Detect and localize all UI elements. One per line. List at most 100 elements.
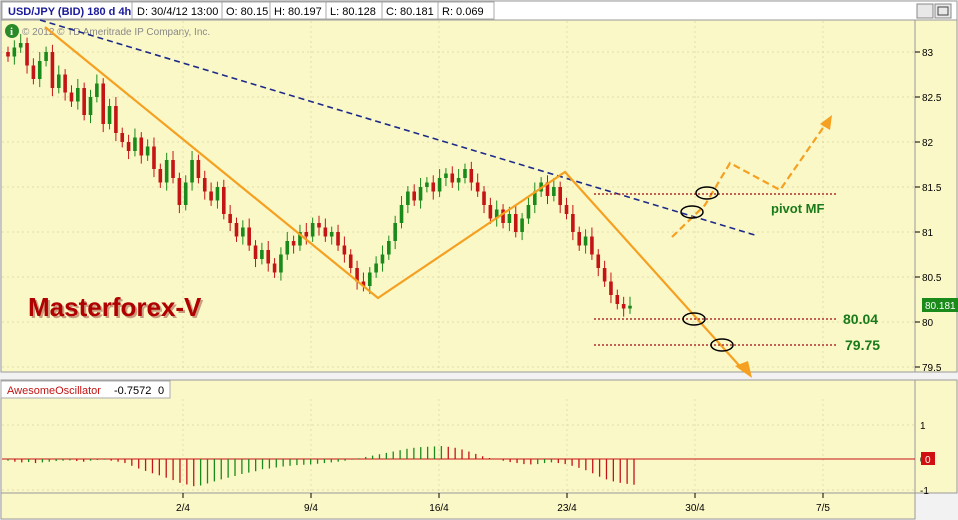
candle-body [126, 142, 131, 151]
price-tick-label: 80.5 [922, 273, 942, 284]
candle-body [342, 245, 347, 255]
candle-body [488, 205, 493, 219]
level-pivot-label: pivot MF [771, 201, 824, 216]
candle-body [69, 92, 74, 102]
oscillator-header [0, 380, 171, 399]
candle-body [406, 191, 410, 205]
time-tick-label: 16/4 [429, 503, 449, 514]
candle-body [393, 223, 397, 241]
candle-body [602, 268, 607, 282]
candle-body [355, 268, 359, 282]
candle-body [444, 173, 448, 178]
oscillator-zero-badge-text: 0 [925, 455, 931, 466]
candles [6, 34, 632, 317]
candle-body [285, 241, 290, 255]
orange-projection-arrowhead [820, 115, 832, 130]
high-field: H: 80.197 [274, 6, 322, 18]
marker-ellipse [680, 205, 704, 219]
candle-body [513, 214, 518, 232]
candle-body [298, 232, 302, 246]
price-tick-label: 82.5 [922, 93, 942, 104]
oscillator-zero: 0 [158, 385, 164, 397]
dashed-trendline [39, 19, 759, 237]
open-field: O: 80.15 [226, 6, 268, 18]
candle-body [615, 295, 620, 304]
candle-body [520, 218, 524, 232]
price-tick-label: 79.5 [922, 363, 942, 374]
candle-body [202, 178, 207, 192]
candle-body [18, 43, 23, 48]
low-field: L: 80.128 [330, 6, 376, 18]
candle-body [577, 232, 582, 246]
candle-body [399, 205, 404, 223]
price-grid [2, 21, 915, 371]
candle-body [450, 173, 455, 183]
candle-body [234, 223, 239, 237]
price-tick-label: 81 [922, 228, 934, 239]
level-80-04-label: 80.04 [843, 311, 878, 327]
price-panel [0, 19, 916, 373]
candle-body [120, 133, 125, 142]
candle-body [114, 106, 118, 133]
candle-body [139, 137, 144, 156]
osc-tick-label: 1 [920, 421, 926, 432]
price-tick-label: 80 [922, 318, 934, 329]
candle-body [221, 187, 226, 214]
candle-body [196, 160, 201, 178]
candle-body [475, 182, 480, 192]
candle-body [76, 88, 80, 102]
candle-body [272, 263, 277, 273]
date-field: D: 30/4/12 13:00 [137, 6, 218, 18]
candle-body [12, 47, 17, 57]
candle-body [374, 263, 378, 273]
candle-body [564, 205, 569, 214]
time-tick-label: 23/4 [557, 503, 577, 514]
candle-body [247, 227, 251, 246]
candle-body [329, 232, 334, 237]
candle-body [145, 146, 150, 156]
time-tick-label: 7/5 [816, 503, 830, 514]
price-tick-label: 81.5 [922, 183, 942, 194]
candle-body [152, 146, 156, 169]
candle-body [425, 182, 429, 187]
candle-body [558, 187, 562, 205]
candle-body [545, 182, 550, 196]
candle-body [6, 52, 10, 57]
candle-body [437, 178, 442, 192]
osc-tick-label: -1 [920, 486, 929, 497]
candle-body [107, 106, 112, 124]
candle-body [317, 223, 321, 228]
marker-ellipse [695, 186, 719, 200]
oscillator-name: AwesomeOscillator [7, 385, 101, 397]
candle-body [177, 178, 182, 205]
candle-body [279, 254, 283, 273]
candle-body [260, 250, 264, 259]
oscillator-value: -0.7572 [114, 385, 151, 397]
candle-body [56, 74, 61, 88]
candle-body [431, 182, 436, 192]
brand-shadow: Masterforex-V [30, 294, 204, 324]
minimize-button[interactable] [916, 3, 934, 19]
orange-wave-arrowhead [735, 361, 752, 378]
info-icon[interactable] [5, 24, 19, 38]
candle-body [590, 236, 594, 255]
candle-body [552, 187, 556, 196]
candle-body [323, 227, 328, 237]
oscillator-bars [7, 446, 635, 487]
candle-body [158, 169, 163, 183]
panel-buttons[interactable] [916, 3, 952, 19]
range-field: R: 0.069 [442, 6, 484, 18]
candle-body [133, 137, 137, 151]
candle-body [469, 169, 474, 183]
oscillator-axis [914, 379, 958, 494]
time-axis [0, 492, 916, 520]
candle-body [82, 88, 86, 115]
candle-body [228, 214, 232, 223]
brand-label: Masterforex-V [28, 292, 202, 322]
candle-body [50, 52, 55, 88]
level-79-75-label: 79.75 [845, 337, 880, 353]
maximize-button[interactable] [934, 3, 952, 19]
candle-body [348, 254, 353, 268]
price-axis-ticks: 83 82.5 82 81.5 81 80.5 80 79.5 [915, 48, 942, 374]
candle-body [63, 74, 67, 93]
